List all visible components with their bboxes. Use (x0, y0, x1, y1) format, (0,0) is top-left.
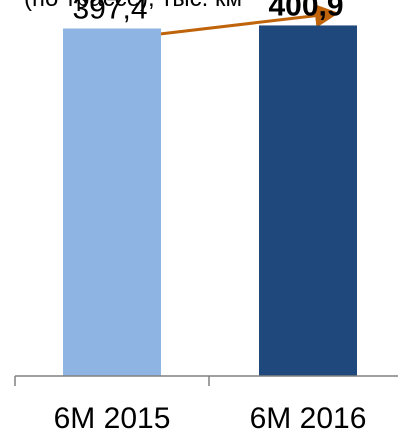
bars-layer (63, 25, 357, 377)
bar-6m-2015 (63, 28, 161, 377)
value-label-6m-2015: 397,4 (72, 0, 147, 26)
labels-layer: 397,4 6M 2015 400,9 6M 2016 (54, 0, 367, 435)
bar-6m-2016 (259, 25, 357, 376)
value-label-6m-2016: 400,9 (268, 0, 343, 22)
category-label-6m-2015: 6M 2015 (54, 402, 171, 435)
category-label-6m-2016: 6M 2016 (250, 402, 367, 435)
chart-title: (по трассе), тыс. км (24, 0, 242, 12)
